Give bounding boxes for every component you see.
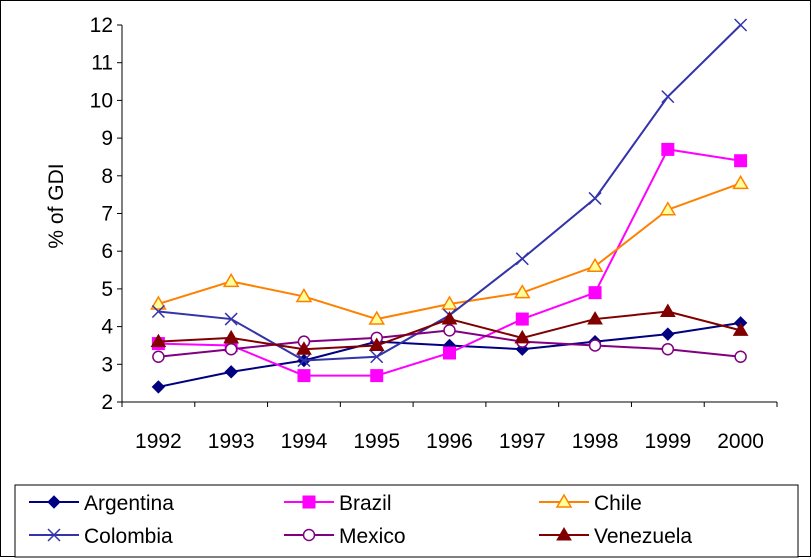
legend-label-argentina: Argentina (84, 492, 174, 515)
data-point-brazil (297, 369, 311, 383)
data-point-brazil (734, 154, 748, 168)
y-tick-label: 5 (101, 278, 113, 301)
y-tick-label: 10 (90, 89, 113, 112)
data-point-colombia (224, 312, 238, 326)
data-point-chile (659, 201, 677, 216)
data-point-brazil (370, 369, 384, 383)
data-point-venezuela (441, 311, 458, 325)
data-point-colombia (734, 18, 748, 32)
y-tick-label: 12 (90, 14, 113, 37)
legend-label-venezuela: Venezuela (594, 525, 692, 548)
legend-marker-argentina (47, 495, 61, 509)
data-point-colombia (588, 191, 602, 205)
x-axis: 1992 1993 1994 1995 1996 1997 1998 1999 2000 (121, 401, 778, 453)
legend-label-chile: Chile (594, 492, 642, 515)
data-point-venezuela (659, 303, 676, 318)
y-axis: 2 3 4 5 6 7 8 9 10 11 12 (90, 14, 123, 414)
legend-item-argentina: Argentina (29, 492, 174, 515)
legend-marker-venezuela (556, 527, 572, 541)
legend-marker-colombia (47, 528, 61, 542)
data-point-argentina (661, 327, 675, 341)
data-point-venezuela (368, 337, 385, 351)
data-point-colombia (515, 252, 529, 266)
data-point-mexico (588, 339, 602, 352)
data-point-mexico (224, 342, 238, 356)
y-tick-label: 8 (101, 165, 113, 188)
legend: Argentina Brazil Chile Colombia Mexico Venezu… (14, 484, 799, 558)
data-point-chile (368, 310, 386, 325)
legend-item-mexico: Mexico (284, 525, 406, 548)
series-mexico (152, 324, 747, 364)
data-point-chile (513, 284, 531, 299)
legend-label-mexico: Mexico (339, 525, 406, 548)
legend-marker-chile (555, 493, 573, 508)
data-point-venezuela (150, 333, 167, 348)
y-tick-label: 2 (101, 391, 113, 414)
legend-label-colombia: Colombia (84, 525, 173, 548)
data-point-argentina (151, 380, 166, 394)
y-tick-label: 11 (91, 52, 113, 75)
data-point-colombia (370, 350, 384, 364)
data-point-colombia (297, 353, 311, 368)
data-point-venezuela (296, 341, 312, 355)
x-tick-label: 1998 (572, 430, 619, 453)
x-tick-label: 1999 (644, 430, 691, 453)
series-layer (150, 18, 749, 394)
data-point-mexico (661, 342, 675, 356)
data-point-brazil (443, 346, 456, 360)
data-point-mexico (152, 350, 165, 364)
legend-item-chile: Chile (539, 492, 642, 515)
data-point-chile (295, 287, 313, 303)
data-point-chile (441, 295, 458, 310)
x-tick-label: 1993 (208, 430, 255, 453)
data-point-colombia (661, 90, 675, 104)
data-point-argentina (224, 365, 238, 379)
data-point-chile (150, 295, 167, 310)
data-point-chile (222, 272, 240, 288)
data-point-venezuela (732, 322, 749, 336)
legend-marker-mexico (302, 528, 316, 542)
data-point-colombia (151, 304, 165, 319)
series-venezuela (150, 303, 749, 355)
y-tick-label: 6 (101, 240, 113, 263)
y-tick-label: 9 (101, 127, 113, 150)
y-axis-title: % of GDI (45, 163, 68, 248)
y-tick-label: 3 (101, 353, 113, 376)
legend-item-brazil: Brazil (284, 492, 392, 515)
data-point-venezuela (587, 311, 603, 325)
y-tick-label: 4 (101, 316, 113, 339)
data-point-brazil (588, 286, 602, 300)
data-point-chile (732, 174, 749, 190)
legend-item-colombia: Colombia (29, 525, 173, 548)
data-point-venezuela (514, 329, 531, 344)
data-point-mexico (734, 350, 747, 364)
x-tick-label: 1992 (135, 430, 182, 453)
series-chile (150, 174, 749, 325)
x-tick-label: 2000 (717, 430, 764, 453)
data-point-venezuela (223, 329, 240, 344)
data-point-chile (586, 257, 604, 273)
y-tick-label: 7 (101, 203, 113, 226)
legend-label-brazil: Brazil (339, 492, 392, 515)
legend-box (14, 484, 799, 558)
legend-marker-brazil (302, 495, 316, 509)
data-point-mexico (443, 324, 456, 337)
data-point-brazil (661, 142, 675, 156)
x-tick-label: 1996 (426, 430, 473, 453)
x-tick-label: 1994 (281, 430, 328, 453)
x-tick-label: 1995 (353, 430, 400, 453)
x-tick-label: 1997 (499, 430, 546, 453)
data-point-brazil (515, 312, 529, 326)
legend-item-venezuela: Venezuela (539, 525, 692, 548)
